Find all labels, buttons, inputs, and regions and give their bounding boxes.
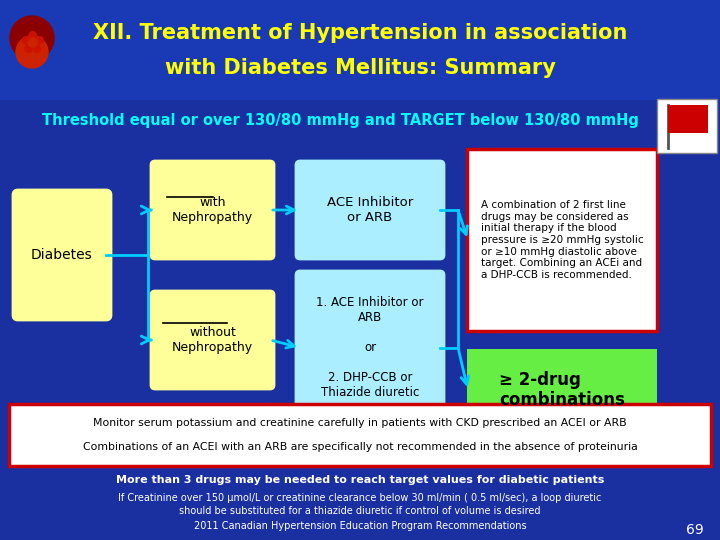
Text: Combinations of an ACEI with an ARB are specifically not recommended in the abse: Combinations of an ACEI with an ARB are … xyxy=(83,442,637,452)
Text: 69: 69 xyxy=(686,523,704,537)
FancyBboxPatch shape xyxy=(13,190,111,320)
Text: 1. ACE Inhibitor or
ARB

or

2. DHP-CCB or
Thiazide diuretic: 1. ACE Inhibitor or ARB or 2. DHP-CCB or… xyxy=(316,296,424,399)
FancyBboxPatch shape xyxy=(668,105,708,133)
Text: A combination of 2 first line
drugs may be considered as
initial therapy if the : A combination of 2 first line drugs may … xyxy=(481,200,643,280)
Circle shape xyxy=(10,16,54,60)
FancyBboxPatch shape xyxy=(296,161,444,259)
Text: More than 3 drugs may be needed to reach target values for diabetic patients: More than 3 drugs may be needed to reach… xyxy=(116,475,604,485)
Text: ACE Inhibitor
or ARB: ACE Inhibitor or ARB xyxy=(327,196,413,224)
Text: XII. Treatment of Hypertension in association: XII. Treatment of Hypertension in associ… xyxy=(93,23,627,43)
Text: Monitor serum potassium and creatinine carefully in patients with CKD prescribed: Monitor serum potassium and creatinine c… xyxy=(93,418,627,428)
Text: 2011 Canadian Hypertension Education Program Recommendations: 2011 Canadian Hypertension Education Pro… xyxy=(194,521,526,531)
Circle shape xyxy=(16,36,48,68)
FancyBboxPatch shape xyxy=(296,271,444,424)
Text: ✿: ✿ xyxy=(19,30,45,59)
Text: without
Nephropathy: without Nephropathy xyxy=(172,326,253,354)
FancyBboxPatch shape xyxy=(657,99,717,153)
Text: If Creatinine over 150 μmol/L or creatinine clearance below 30 ml/min ( 0.5 ml/s: If Creatinine over 150 μmol/L or creatin… xyxy=(118,493,602,503)
Text: Threshold equal or over 130/80 mmHg and TARGET below 130/80 mmHg: Threshold equal or over 130/80 mmHg and … xyxy=(42,112,639,127)
FancyBboxPatch shape xyxy=(151,161,274,259)
Text: should be substituted for a thiazide diuretic if control of volume is desired: should be substituted for a thiazide diu… xyxy=(179,506,541,516)
Text: with Diabetes Mellitus: Summary: with Diabetes Mellitus: Summary xyxy=(165,58,555,78)
Text: Diabetes: Diabetes xyxy=(31,248,93,262)
Text: with
Nephropathy: with Nephropathy xyxy=(172,196,253,224)
FancyBboxPatch shape xyxy=(467,149,657,331)
Text: ≥ 2-drug
combinations: ≥ 2-drug combinations xyxy=(499,370,625,409)
FancyBboxPatch shape xyxy=(467,349,657,431)
FancyBboxPatch shape xyxy=(0,0,720,100)
FancyBboxPatch shape xyxy=(151,291,274,389)
FancyBboxPatch shape xyxy=(9,404,711,466)
